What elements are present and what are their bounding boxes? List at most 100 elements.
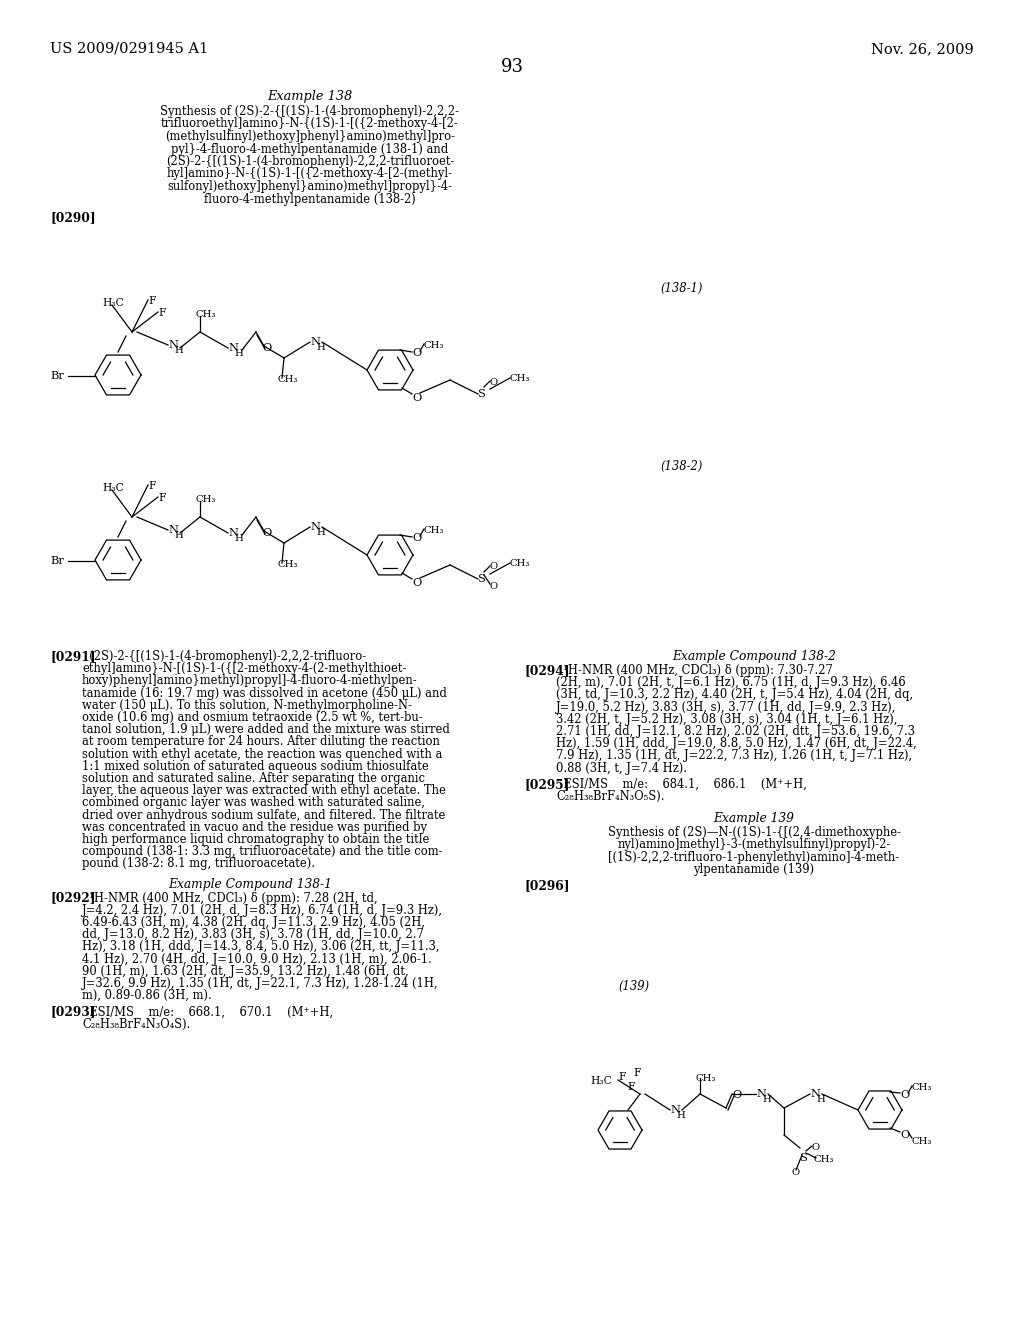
Text: dried over anhydrous sodium sulfate, and filtered. The filtrate: dried over anhydrous sodium sulfate, and… [82,809,445,821]
Text: CH₃: CH₃ [278,560,298,569]
Text: m), 0.89-0.86 (3H, m).: m), 0.89-0.86 (3H, m). [82,989,212,1002]
Text: F: F [148,480,156,491]
Text: CH₃: CH₃ [510,558,530,568]
Text: H: H [234,535,243,543]
Text: O: O [412,393,421,403]
Text: CH₃: CH₃ [912,1082,933,1092]
Text: (2H, m), 7.01 (2H, t, J=6.1 Hz), 6.75 (1H, d, J=9.3 Hz), 6.46: (2H, m), 7.01 (2H, t, J=6.1 Hz), 6.75 (1… [556,676,905,689]
Text: J=32.6, 9.9 Hz), 1.35 (1H, dt, J=22.1, 7.3 Hz), 1.28-1.24 (1H,: J=32.6, 9.9 Hz), 1.35 (1H, dt, J=22.1, 7… [82,977,438,990]
Text: [0292]: [0292] [50,891,95,904]
Text: hoxy)phenyl]amino}methyl)propyl]-4-fluoro-4-methylpen-: hoxy)phenyl]amino}methyl)propyl]-4-fluor… [82,675,418,688]
Text: tanamide (16: 19.7 mg) was dissolved in acetone (450 μL) and: tanamide (16: 19.7 mg) was dissolved in … [82,686,446,700]
Text: [(1S)-2,2,2-trifluoro-1-phenylethyl)amino]-4-meth-: [(1S)-2,2,2-trifluoro-1-phenylethyl)amin… [608,850,899,863]
Text: C₂₈H₃₈BrF₄N₃O₄S).: C₂₈H₃₈BrF₄N₃O₄S). [82,1018,190,1031]
Text: F: F [148,296,156,306]
Text: Hz), 1.59 (1H, ddd, J=19.0, 8.8, 5.0 Hz), 1.47 (6H, dt, J=22.4,: Hz), 1.59 (1H, ddd, J=19.0, 8.8, 5.0 Hz)… [556,737,916,750]
Text: J=19.0, 5.2 Hz), 3.83 (3H, s), 3.77 (1H, dd, J=9.9, 2.3 Hz),: J=19.0, 5.2 Hz), 3.83 (3H, s), 3.77 (1H,… [556,701,896,714]
Text: combined organic layer was washed with saturated saline,: combined organic layer was washed with s… [82,796,425,809]
Text: 6.49-6.43 (3H, m), 4.38 (2H, dq, J=11.3, 2.9 Hz), 4.05 (2H,: 6.49-6.43 (3H, m), 4.38 (2H, dq, J=11.3,… [82,916,425,929]
Text: O: O [732,1090,741,1100]
Text: Example Compound 138-2: Example Compound 138-2 [672,649,836,663]
Text: 2.71 (1H, dd, J=12.1, 8.2 Hz), 2.02 (2H, dtt, J=53.6, 19.6, 7.3: 2.71 (1H, dd, J=12.1, 8.2 Hz), 2.02 (2H,… [556,725,915,738]
Text: H: H [174,346,182,355]
Text: N: N [228,528,238,539]
Text: US 2009/0291945 A1: US 2009/0291945 A1 [50,42,208,55]
Text: H₃C: H₃C [590,1076,611,1086]
Text: S: S [478,389,485,399]
Text: N: N [670,1105,680,1115]
Text: [0295]: [0295] [524,777,569,791]
Text: (138-2): (138-2) [660,459,702,473]
Text: water (150 μL). To this solution, N-methylmorpholine-N-: water (150 μL). To this solution, N-meth… [82,698,412,711]
Text: Synthesis of (2S)—N-((1S)-1-{[(2,4-dimethoxyphe-: Synthesis of (2S)—N-((1S)-1-{[(2,4-dimet… [607,826,900,840]
Text: 3.42 (2H, t, J=5.2 Hz), 3.08 (3H, s), 3.04 (1H, t, J=6.1 Hz),: 3.42 (2H, t, J=5.2 Hz), 3.08 (3H, s), 3.… [556,713,897,726]
Text: O: O [490,562,498,572]
Text: high performance liquid chromatography to obtain the title: high performance liquid chromatography t… [82,833,429,846]
Text: CH₃: CH₃ [912,1137,933,1146]
Text: S: S [478,574,485,583]
Text: Example 138: Example 138 [267,90,352,103]
Text: CH₃: CH₃ [278,375,298,384]
Text: J=4.2, 2.4 Hz), 7.01 (2H, d, J=8.3 Hz), 6.74 (1H, d, J=9.3 Hz),: J=4.2, 2.4 Hz), 7.01 (2H, d, J=8.3 Hz), … [82,904,443,917]
Text: ¹H-NMR (400 MHz, CDCl₃) δ (ppm): 7.28 (2H, td,: ¹H-NMR (400 MHz, CDCl₃) δ (ppm): 7.28 (2… [82,891,378,904]
Text: CH₃: CH₃ [696,1074,717,1082]
Text: (3H, td, J=10.3, 2.2 Hz), 4.40 (2H, t, J=5.4 Hz), 4.04 (2H, dq,: (3H, td, J=10.3, 2.2 Hz), 4.40 (2H, t, J… [556,689,913,701]
Text: N: N [228,343,238,352]
Text: F: F [158,492,166,503]
Text: solution with ethyl acetate, the reaction was quenched with a: solution with ethyl acetate, the reactio… [82,747,442,760]
Text: O: O [792,1168,800,1177]
Text: ESI/MS    m/e:    684.1,    686.1    (M⁺+H,: ESI/MS m/e: 684.1, 686.1 (M⁺+H, [556,777,807,791]
Text: at room temperature for 24 hours. After diluting the reaction: at room temperature for 24 hours. After … [82,735,440,748]
Text: 7.9 Hz), 1.35 (1H, dt, J=22.2, 7.3 Hz), 1.26 (1H, t, J=7.1 Hz),: 7.9 Hz), 1.35 (1H, dt, J=22.2, 7.3 Hz), … [556,750,912,763]
Text: H: H [174,531,182,540]
Text: ethyl]amino}-N-[(1S)-1-({[2-methoxy-4-(2-methylthioet-: ethyl]amino}-N-[(1S)-1-({[2-methoxy-4-(2… [82,663,407,676]
Text: H₃C: H₃C [102,298,124,308]
Text: N: N [168,525,178,535]
Text: 93: 93 [501,58,523,77]
Text: O: O [412,578,421,587]
Text: F: F [158,308,166,318]
Text: N: N [810,1089,820,1100]
Text: F: F [633,1068,640,1078]
Text: layer, the aqueous layer was extracted with ethyl acetate. The: layer, the aqueous layer was extracted w… [82,784,445,797]
Text: N: N [756,1089,766,1100]
Text: solution and saturated saline. After separating the organic: solution and saturated saline. After sep… [82,772,425,785]
Text: (138-1): (138-1) [660,282,702,294]
Text: O: O [900,1130,909,1140]
Text: N: N [310,521,319,532]
Text: H: H [816,1096,824,1104]
Text: compound (138-1: 3.3 mg, trifluoroacetate) and the title com-: compound (138-1: 3.3 mg, trifluoroacetat… [82,845,442,858]
Text: N: N [310,337,319,347]
Text: H: H [234,348,243,358]
Text: (139): (139) [618,979,649,993]
Text: (2S)-2-{[(1S)-1-(4-bromophenyl)-2,2,2-trifluoro-: (2S)-2-{[(1S)-1-(4-bromophenyl)-2,2,2-tr… [82,649,367,663]
Text: O: O [412,533,421,543]
Text: [0296]: [0296] [524,879,569,892]
Text: Synthesis of (2S)-2-{[(1S)-1-(4-bromophenyl)-2,2,2-: Synthesis of (2S)-2-{[(1S)-1-(4-bromophe… [161,106,460,117]
Text: O: O [490,378,498,387]
Text: Hz), 3.18 (1H, ddd, J=14.3, 8.4, 5.0 Hz), 3.06 (2H, tt, J=11.3,: Hz), 3.18 (1H, ddd, J=14.3, 8.4, 5.0 Hz)… [82,940,439,953]
Text: O: O [900,1090,909,1100]
Text: S: S [800,1152,808,1163]
Text: ylpentanamide (139): ylpentanamide (139) [693,863,814,875]
Text: [0291]: [0291] [50,649,95,663]
Text: [0294]: [0294] [524,664,569,677]
Text: H: H [676,1111,685,1119]
Text: O: O [262,528,271,539]
Text: oxide (10.6 mg) and osmium tetraoxide (2.5 wt %, tert-bu-: oxide (10.6 mg) and osmium tetraoxide (2… [82,711,423,723]
Text: 1:1 mixed solution of saturated aqueous sodium thiosulfate: 1:1 mixed solution of saturated aqueous … [82,760,429,772]
Text: ¹H-NMR (400 MHz, CDCl₃) δ (ppm): 7.30-7.27: ¹H-NMR (400 MHz, CDCl₃) δ (ppm): 7.30-7.… [556,664,833,677]
Text: ESI/MS    m/e:    668.1,    670.1    (M⁺+H,: ESI/MS m/e: 668.1, 670.1 (M⁺+H, [82,1006,333,1019]
Text: CH₃: CH₃ [424,341,444,350]
Text: (methylsulfinyl)ethoxy]phenyl}amino)methyl]pro-: (methylsulfinyl)ethoxy]phenyl}amino)meth… [165,129,455,143]
Text: tanol solution, 1.9 μL) were added and the mixture was stirred: tanol solution, 1.9 μL) were added and t… [82,723,450,737]
Text: hyl]amino}-N-{(1S)-1-[({2-methoxy-4-[2-(methyl-: hyl]amino}-N-{(1S)-1-[({2-methoxy-4-[2-(… [167,168,453,181]
Text: pyl}-4-fluoro-4-methylpentanamide (138-1) and: pyl}-4-fluoro-4-methylpentanamide (138-1… [171,143,449,156]
Text: H₃C: H₃C [102,483,124,492]
Text: dd, J=13.0, 8.2 Hz), 3.83 (3H, s), 3.78 (1H, dd, J=10.0, 2.7: dd, J=13.0, 8.2 Hz), 3.83 (3H, s), 3.78 … [82,928,424,941]
Text: O: O [262,343,271,352]
Text: 90 (1H, m), 1.63 (2H, dt, J=35.9, 13.2 Hz), 1.48 (6H, dt,: 90 (1H, m), 1.63 (2H, dt, J=35.9, 13.2 H… [82,965,409,978]
Text: pound (138-2: 8.1 mg, trifluoroacetate).: pound (138-2: 8.1 mg, trifluoroacetate). [82,858,315,870]
Text: C₂₈H₃₈BrF₄N₃O₅S).: C₂₈H₃₈BrF₄N₃O₅S). [556,789,665,803]
Text: O: O [412,348,421,358]
